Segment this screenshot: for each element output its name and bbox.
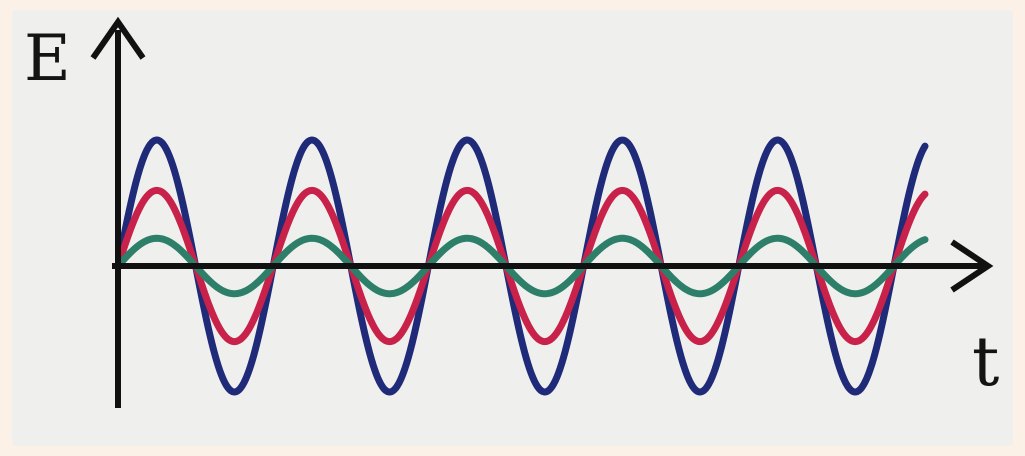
x-axis-label: t — [972, 323, 999, 402]
y-axis-label: E — [24, 22, 71, 96]
